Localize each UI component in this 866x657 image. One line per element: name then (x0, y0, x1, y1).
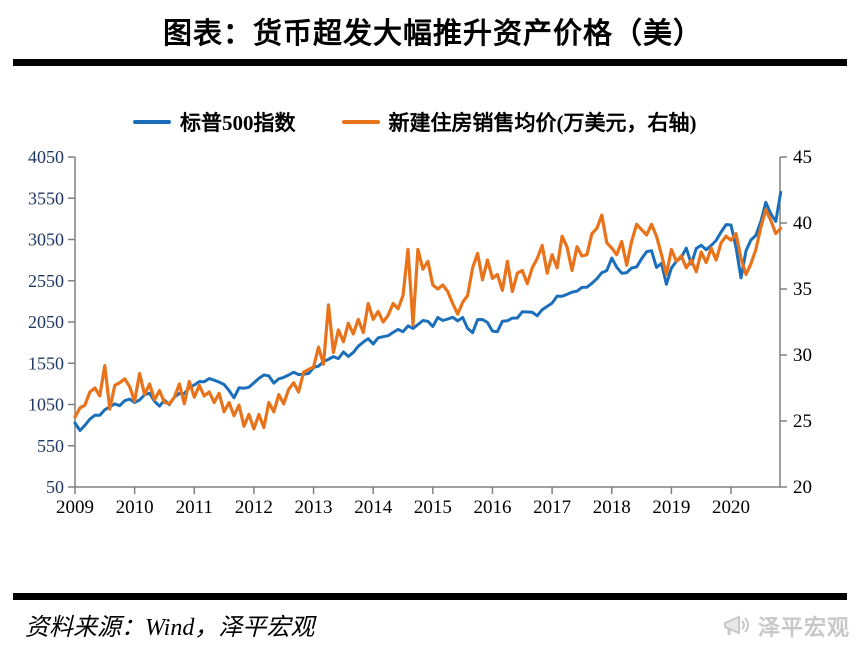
right-axis-tick-label: 35 (793, 279, 812, 300)
x-axis-tick-label: 2010 (116, 497, 154, 518)
megaphone-icon (723, 615, 749, 635)
x-axis-tick-label: 2009 (56, 497, 94, 518)
x-axis-tick-label: 2011 (176, 497, 213, 518)
left-axis-tick-label: 2550 (28, 271, 64, 291)
data-source-text: 资料来源：Wind，泽平宏观 (25, 615, 315, 641)
x-axis-tick-label: 2012 (235, 497, 273, 518)
x-axis-tick-label: 2020 (712, 497, 750, 518)
x-axis-tick-label: 2018 (593, 497, 631, 518)
left-axis-tick-label: 50 (46, 477, 64, 497)
title-divider-bar (13, 59, 847, 66)
x-axis-tick-label: 2014 (354, 497, 393, 518)
legend-label-sp500: 标普500指数 (180, 111, 296, 135)
sp500-line-swatch (133, 120, 171, 124)
x-axis-tick-label: 2016 (473, 497, 511, 518)
left-axis-tick-label: 4050 (28, 147, 64, 167)
footer-divider-bar (13, 593, 847, 600)
x-axis-tick-label: 2019 (652, 497, 690, 518)
left-axis-tick-label: 3050 (28, 230, 64, 250)
legend-label-housing: 新建住房销售均价(万美元，右轴) (388, 111, 697, 135)
brand-watermark-text: 泽平宏观 (757, 615, 850, 640)
legend-item-housing[interactable]: 新建住房销售均价(万美元，右轴) (341, 107, 697, 137)
housing-price-line (73, 208, 783, 431)
brand-watermark: 泽平宏观 (722, 610, 850, 642)
housing-line-swatch (341, 120, 380, 124)
left-axis-tick-label: 3550 (28, 188, 64, 208)
chart-legend: 标普500指数 新建住房销售均价(万美元，右轴) (133, 107, 697, 137)
x-axis-tick-label: 2013 (295, 497, 333, 518)
left-axis-tick-label: 1050 (28, 395, 64, 415)
right-axis-tick-label: 45 (793, 147, 812, 168)
right-axis-tick-label: 30 (793, 345, 812, 366)
right-axis-tick-label: 20 (793, 477, 812, 498)
x-axis-tick-label: 2015 (414, 497, 452, 518)
left-axis-tick-label: 2050 (28, 312, 64, 332)
page-title: 图表：货币超发大幅推升资产价格（美） (162, 18, 703, 50)
right-axis-tick-label: 25 (793, 411, 812, 432)
legend-item-sp500[interactable]: 标普500指数 (133, 107, 296, 137)
sp500-line (73, 190, 783, 432)
right-axis-tick-label: 40 (793, 213, 812, 234)
left-axis-tick-label: 1550 (28, 353, 64, 373)
left-axis-tick-label: 550 (37, 436, 64, 456)
x-axis-tick-label: 2017 (533, 497, 571, 518)
